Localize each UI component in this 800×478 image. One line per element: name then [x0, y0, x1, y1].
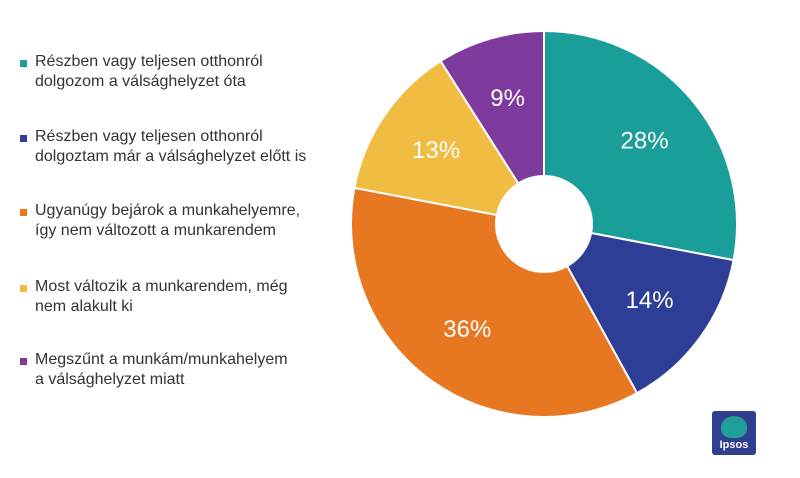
logo-text: Ipsos — [719, 439, 749, 451]
pie-slice — [350, 186, 639, 418]
logo-mark-icon — [721, 416, 747, 438]
legend-item: Ugyanúgy bejárok a munkahelyemre, így ne… — [20, 201, 300, 241]
legend-item: Megszűnt a munkám/munkahelyem a válsághe… — [20, 350, 288, 390]
legend-item: Részben vagy teljesen otthonról dolgozta… — [20, 127, 306, 167]
pie-slice — [543, 29, 738, 262]
legend-swatch — [20, 285, 27, 292]
legend-swatch — [20, 135, 27, 142]
legend-item: Most változik a munkarendem, még nem ala… — [20, 277, 288, 317]
slice-value-label: 13% — [412, 137, 460, 164]
legend-label: Most változik a munkarendem, még nem ala… — [35, 278, 288, 315]
legend-label: Részben vagy teljesen otthonról dolgozta… — [35, 128, 307, 165]
legend-item: Részben vagy teljesen otthonról dolgozom… — [20, 52, 263, 92]
slice-value-label: 28% — [621, 127, 669, 154]
legend-swatch — [20, 60, 27, 67]
pie-slice — [565, 231, 735, 395]
pie-slice — [439, 29, 545, 185]
slice-value-label: 36% — [443, 316, 491, 343]
slice-value-label: 9% — [490, 85, 525, 112]
legend-label: Részben vagy teljesen otthonról dolgozom… — [35, 53, 263, 90]
legend-label: Ugyanúgy bejárok a munkahelyemre, így ne… — [35, 202, 301, 239]
pie-slice — [353, 59, 520, 217]
legend-swatch — [20, 209, 27, 216]
legend-swatch — [20, 358, 27, 365]
slice-value-label: 14% — [626, 287, 674, 314]
ipsos-logo: Ipsos — [712, 411, 756, 455]
legend-label: Megszűnt a munkám/munkahelyem a válsághe… — [35, 351, 288, 388]
